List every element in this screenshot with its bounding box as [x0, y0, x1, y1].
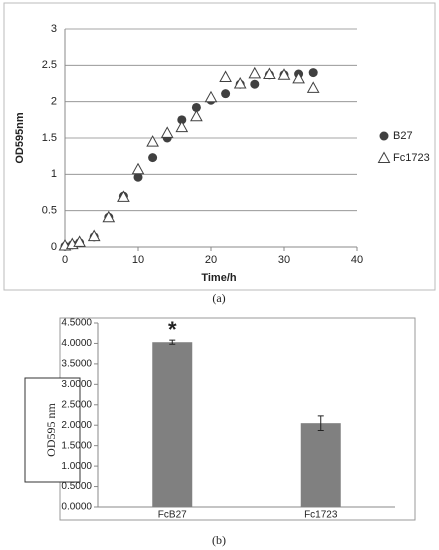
y-tick-label: 0.5000	[61, 481, 92, 492]
data-point	[250, 79, 260, 89]
x-tick-label: 0	[62, 254, 68, 266]
legend-marker	[379, 131, 389, 141]
y-axis-label: OD595 nm	[44, 403, 58, 457]
data-point	[292, 71, 305, 84]
y-tick-label: 2.5	[42, 59, 57, 71]
data-point	[219, 70, 232, 82]
annotation: *	[168, 317, 177, 342]
data-point	[87, 229, 101, 242]
data-point	[177, 115, 187, 125]
y-tick-label: 4.5000	[61, 318, 92, 329]
x-tick-label: FcB27	[158, 510, 187, 521]
x-tick-label: 20	[205, 254, 217, 266]
y-tick-label: 4.0000	[61, 338, 92, 349]
data-point	[175, 120, 189, 133]
y-tick-label: 0	[51, 241, 57, 253]
panel-a-frame	[3, 2, 436, 291]
y-tick-label: 1.5000	[61, 440, 92, 451]
data-point	[191, 102, 201, 112]
y-tick-label: 2.5000	[61, 399, 92, 410]
data-point	[204, 90, 218, 103]
data-point	[131, 162, 145, 175]
data-point	[102, 210, 116, 223]
data-point	[248, 66, 262, 79]
panel-b-frame	[59, 317, 416, 521]
legend-label: Fc1723	[393, 152, 430, 164]
y-tick-label: 3.5000	[61, 359, 92, 370]
data-point	[148, 153, 158, 163]
legend-marker	[377, 151, 391, 163]
legend-label: B27	[393, 130, 413, 142]
data-point	[308, 68, 318, 78]
x-tick-label: 10	[132, 254, 144, 266]
error-bar	[169, 339, 176, 345]
bar	[300, 423, 341, 507]
x-axis-label: Time/h	[201, 272, 237, 284]
data-point	[133, 172, 143, 182]
y-tick-label: 3	[51, 23, 57, 35]
x-tick-label: 30	[278, 254, 290, 266]
caption: (a)	[212, 291, 225, 305]
data-point	[190, 109, 203, 122]
error-bar	[317, 415, 324, 432]
data-point	[277, 68, 291, 80]
y-tick-label: 1	[51, 168, 57, 180]
data-point	[73, 235, 86, 247]
data-point	[306, 81, 320, 93]
y-tick-label: 0.5	[42, 205, 57, 217]
x-tick-label: Fc1723	[304, 510, 338, 521]
y-tick-label: 1.0000	[61, 461, 92, 472]
data-point	[263, 67, 276, 80]
x-tick-label: 40	[351, 254, 363, 266]
bar	[152, 342, 193, 507]
caption: (b)	[212, 533, 226, 547]
y-tick-label: 0.0000	[61, 502, 92, 513]
y-tick-label: 1.5	[42, 132, 57, 144]
data-point	[117, 190, 130, 202]
data-point	[160, 126, 174, 138]
y-axis-label: OD595nm	[14, 112, 26, 164]
y-label-box	[24, 377, 81, 483]
y-tick-label: 2.0000	[61, 420, 92, 431]
y-tick-label: 2	[51, 96, 57, 108]
data-point	[221, 89, 231, 99]
y-tick-label: 3.0000	[61, 379, 92, 390]
data-point	[233, 76, 247, 89]
data-point	[146, 135, 159, 147]
